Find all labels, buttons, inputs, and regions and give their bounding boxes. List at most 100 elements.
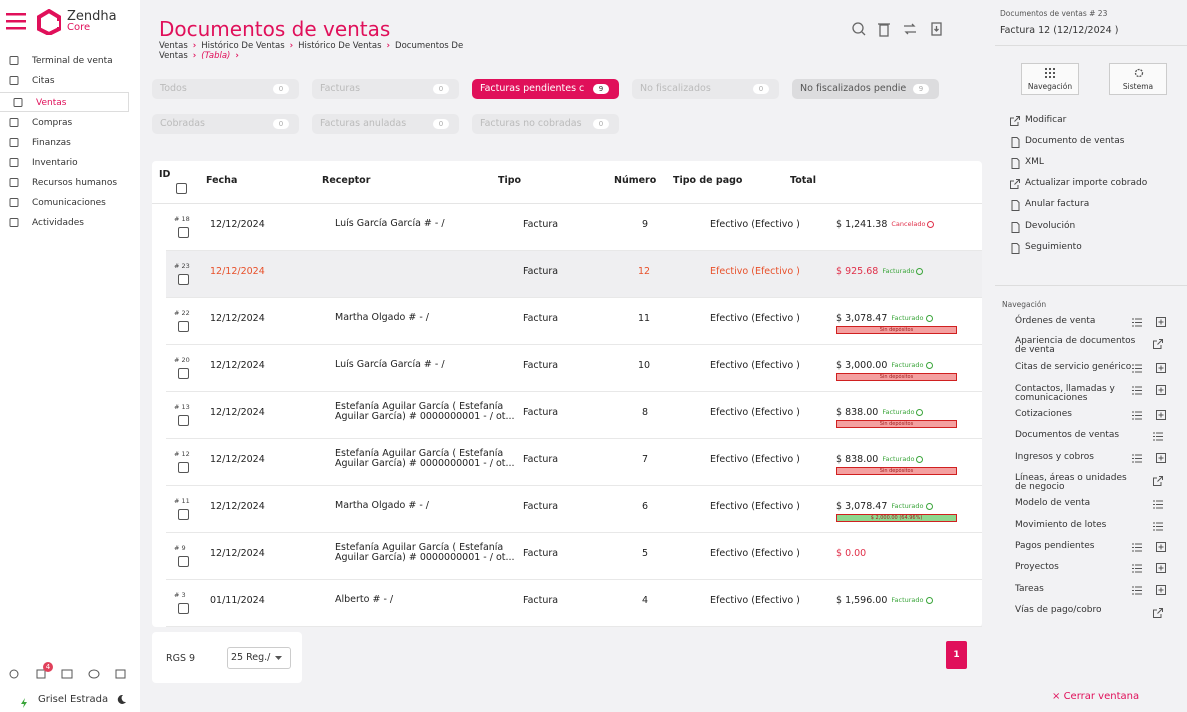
nav-link[interactable]: Modelo de venta (1015, 498, 1091, 508)
table-row[interactable]: # 13 12/12/2024 Estefanía Aguilar García (… (166, 392, 982, 439)
action[interactable]: Devolución (1025, 221, 1076, 231)
filter-chip[interactable]: Facturas 0 (312, 79, 459, 99)
filter-chip[interactable]: Todos 0 (152, 79, 299, 99)
page-button[interactable]: 1 (946, 641, 967, 669)
sidebar: Zendha Core Terminal de venta Citas Ventas… (0, 0, 140, 712)
sidebar-item[interactable]: Terminal de venta (0, 51, 129, 71)
table-row[interactable]: # 22 12/12/2024 Martha Olgado # - / Factura… (166, 298, 982, 345)
page-size-select[interactable]: 25 Reg./ (227, 647, 291, 669)
nav-link[interactable]: Cotizaciones (1015, 409, 1072, 419)
sidebar-item[interactable]: Recursos humanos (0, 173, 129, 193)
sidebar-icon (9, 118, 19, 127)
nav-link[interactable]: Ingresos y cobros (1015, 452, 1094, 462)
nav-link[interactable]: Líneas, áreas o unidades de negocio (1015, 473, 1127, 492)
filter-chip[interactable]: Facturas anuladas 0 (312, 114, 459, 134)
open-icon (1153, 339, 1163, 349)
doc-label: Documentos de ventas # 23 (1000, 9, 1108, 18)
nav-link[interactable]: Vías de pago/cobro (1015, 605, 1102, 615)
add-icon (1156, 385, 1166, 395)
bottom-icons[interactable] (8, 667, 128, 681)
deposit-label: Sin depósitos (879, 327, 914, 333)
list-icon (1132, 411, 1142, 420)
action[interactable]: XML (1025, 157, 1044, 167)
sidebar-icon (9, 198, 19, 207)
nav-link[interactable]: Contactos, llamadas y comunicaciones (1015, 384, 1115, 403)
doc-type: Factura (523, 548, 559, 559)
doc-type: Factura (523, 313, 559, 324)
doc-number: 10 (638, 360, 651, 371)
table-row[interactable]: # 3 01/11/2024 Alberto # - / Factura 4 Efecti… (166, 580, 982, 627)
row-checkbox[interactable] (178, 415, 189, 426)
total: $ 0.00 (836, 548, 867, 559)
row-checkbox[interactable] (178, 227, 189, 238)
filter-chip[interactable]: Facturas pendientes c 9 (472, 79, 619, 99)
filter-chip[interactable]: No fiscalizados pendie 9 (792, 79, 939, 99)
nav-button[interactable]: Navegación (1021, 63, 1079, 95)
row-id: # 3 (174, 591, 186, 599)
nav-link[interactable]: Órdenes de venta (1015, 316, 1096, 326)
action[interactable]: Modificar (1025, 115, 1067, 125)
row-checkbox[interactable] (178, 556, 189, 567)
system-button[interactable]: Sistema (1109, 63, 1167, 95)
breadcrumb-separator: › (192, 41, 197, 51)
sidebar-item[interactable]: Actividades (0, 213, 129, 233)
action[interactable]: Documento de ventas (1025, 136, 1125, 146)
table-row[interactable]: # 12 12/12/2024 Estefanía Aguilar García (… (166, 439, 982, 486)
close-button[interactable]: × Cerrar ventana (1052, 691, 1140, 702)
filter-chip[interactable]: No fiscalizados 0 (632, 79, 779, 99)
sidebar-item[interactable]: Citas (0, 71, 129, 91)
filter-chip[interactable]: Cobradas 0 (152, 114, 299, 134)
add-icon (1156, 585, 1166, 595)
filter-chip[interactable]: Facturas no cobradas 0 (472, 114, 619, 134)
action[interactable]: Actualizar importe cobrado (1025, 178, 1148, 188)
receiver: Luís García García # - / (335, 218, 445, 229)
row-checkbox[interactable] (178, 368, 189, 379)
column-header: Total (790, 175, 816, 186)
breadcrumb-item[interactable]: (Tabla) (201, 51, 231, 61)
action[interactable]: Anular factura (1025, 199, 1090, 209)
row-checkbox[interactable] (178, 462, 189, 473)
row-checkbox[interactable] (178, 321, 189, 332)
table-row[interactable]: # 23 12/12/2024 Factura 12 Efectivo (Efectiv… (166, 251, 982, 298)
row-checkbox[interactable] (178, 509, 189, 520)
menu-icon[interactable] (6, 12, 28, 32)
action[interactable]: Seguimiento (1025, 242, 1082, 252)
doc-number: 6 (641, 501, 648, 512)
nav-link[interactable]: Apariencia de documentos de venta (1015, 336, 1136, 355)
select-all[interactable] (176, 183, 187, 194)
sidebar-item[interactable]: Comunicaciones (0, 193, 129, 213)
row-checkbox[interactable] (178, 603, 189, 614)
breadcrumb-item[interactable]: Documentos De Ventas (159, 41, 464, 61)
action-icon (1010, 116, 1020, 126)
table-row[interactable]: # 9 12/12/2024 Estefanía Aguilar García ( … (166, 533, 982, 580)
filter-label: Cobradas (160, 118, 206, 129)
nav-link[interactable]: Proyectos (1015, 562, 1059, 572)
breadcrumb-item[interactable]: Ventas (159, 41, 188, 51)
list-icon (1132, 386, 1142, 395)
row-checkbox[interactable] (178, 274, 189, 285)
filter-label: Todos (160, 83, 187, 94)
nav-link[interactable]: Citas de servicio genérico (1015, 362, 1132, 372)
payment-type: Efectivo (Efectivo ) (710, 266, 800, 277)
table-row[interactable]: # 11 12/12/2024 Martha Olgado # - / Factura… (166, 486, 982, 533)
add-icon (1156, 563, 1166, 573)
nav-link[interactable]: Tareas (1015, 584, 1044, 594)
doc-number: 12 (638, 266, 651, 277)
sidebar-item[interactable]: Finanzas (0, 133, 129, 153)
table-row[interactable]: # 20 12/12/2024 Luís García García # - / Fa… (166, 345, 982, 392)
payment-type: Efectivo (Efectivo ) (710, 407, 800, 418)
sidebar-label: Recursos humanos (32, 178, 118, 188)
row-id: # 9 (174, 544, 186, 552)
table-row[interactable]: # 18 12/12/2024 Luís García García # - / Fa… (166, 204, 982, 251)
nav-link[interactable]: Movimiento de lotes (1015, 520, 1107, 530)
status-icon (927, 221, 935, 228)
theme-toggle[interactable] (117, 694, 127, 704)
nav-link[interactable]: Pagos pendientes (1015, 541, 1095, 551)
sidebar-item[interactable]: Compras (0, 113, 129, 133)
toolbar-icons[interactable] (850, 20, 945, 38)
breadcrumb-item[interactable]: Histórico De Ventas (201, 41, 285, 51)
breadcrumb-item[interactable]: Histórico De Ventas (298, 41, 382, 51)
sidebar-item[interactable]: Inventario (0, 153, 129, 173)
sidebar-item[interactable]: Ventas (0, 92, 129, 112)
nav-link[interactable]: Documentos de ventas (1015, 430, 1120, 440)
